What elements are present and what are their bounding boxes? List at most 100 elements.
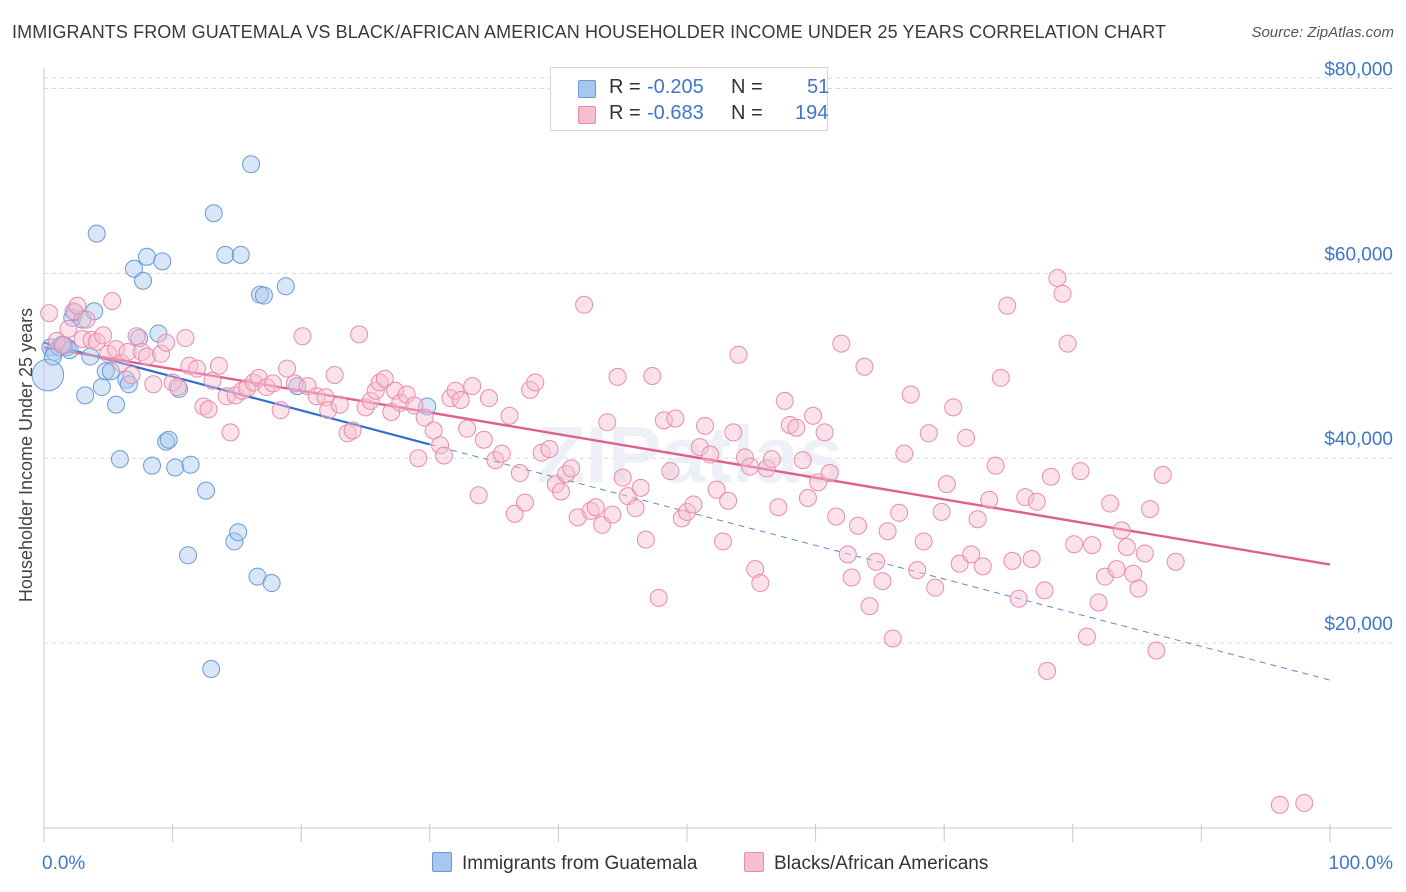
black-african-american-point bbox=[557, 464, 576, 483]
black-african-american-point bbox=[762, 450, 781, 469]
black-african-american-point bbox=[729, 345, 748, 364]
axis-labels: $20,000 $40,000 $60,000 $80,000 0.0% 100.0% Ho… bbox=[16, 59, 1393, 874]
guatemala-point bbox=[134, 271, 153, 290]
black-african-american-point bbox=[787, 418, 806, 437]
black-african-american-point bbox=[980, 490, 999, 509]
black-african-american-point bbox=[735, 448, 754, 467]
black-african-american-point bbox=[932, 502, 951, 521]
black-african-american-point bbox=[540, 440, 559, 458]
black-african-american-point bbox=[666, 409, 685, 428]
black-african-american-point bbox=[375, 369, 394, 388]
black-african-american-point bbox=[798, 488, 817, 507]
black-african-american-point bbox=[575, 295, 594, 314]
black-african-american-point bbox=[878, 522, 897, 541]
black-african-american-point bbox=[1083, 536, 1102, 555]
guatemala-point bbox=[276, 277, 295, 296]
legend-row-pink: R = -0.683 N = 194 bbox=[551, 102, 828, 128]
guatemala-point bbox=[153, 252, 172, 271]
black-african-american-point bbox=[914, 532, 933, 551]
black-african-american-point bbox=[690, 438, 709, 457]
black-african-american-point bbox=[873, 572, 892, 591]
black-african-american-point bbox=[307, 387, 326, 406]
black-african-american-point bbox=[103, 292, 122, 311]
guatemala-point bbox=[137, 247, 156, 266]
black-african-american-point bbox=[849, 516, 868, 535]
blue-legend-label: Immigrants from Guatemala bbox=[462, 853, 698, 874]
guatemala-point bbox=[242, 155, 261, 174]
black-african-american-point bbox=[409, 449, 428, 468]
black-african-american-point bbox=[319, 401, 338, 420]
black-african-american-point bbox=[176, 329, 195, 348]
black-african-american-point bbox=[474, 430, 493, 449]
black-african-american-point bbox=[510, 464, 529, 483]
black-african-american-point bbox=[649, 588, 668, 607]
black-african-american-point bbox=[1117, 537, 1136, 556]
black-african-american-point bbox=[47, 331, 66, 350]
legend-blue-r: -0.205 bbox=[647, 76, 704, 98]
black-african-american-point bbox=[298, 377, 317, 396]
black-african-american-point bbox=[382, 403, 401, 422]
black-african-american-point bbox=[838, 545, 857, 564]
black-african-american-point bbox=[209, 356, 228, 375]
guatemala-point bbox=[254, 286, 273, 305]
black-african-american-point bbox=[581, 501, 600, 520]
black-african-american-point bbox=[278, 359, 297, 378]
y-axis-title: Householder Income Under 25 years bbox=[16, 308, 36, 602]
black-african-american-point bbox=[226, 386, 245, 405]
legend-blue-n: 51 bbox=[807, 76, 830, 98]
black-african-american-point bbox=[551, 482, 570, 501]
black-african-american-point bbox=[701, 445, 720, 464]
black-african-american-point bbox=[603, 505, 622, 524]
guatemala-point bbox=[181, 455, 200, 474]
black-african-american-point bbox=[1053, 284, 1072, 303]
data-points bbox=[31, 155, 1314, 814]
black-african-american-point bbox=[1089, 593, 1108, 612]
legend-n-label: N = bbox=[731, 102, 763, 124]
black-african-american-point bbox=[832, 334, 851, 353]
black-african-american-point bbox=[112, 354, 131, 373]
black-african-american-point bbox=[820, 464, 839, 483]
guatemala-point bbox=[179, 546, 198, 565]
legend-r-label: R = bbox=[609, 102, 641, 124]
black-african-american-point bbox=[107, 340, 126, 359]
black-african-american-point bbox=[1112, 521, 1131, 540]
black-african-american-point bbox=[343, 421, 362, 440]
black-african-american-point bbox=[855, 357, 874, 376]
black-african-american-point bbox=[434, 446, 453, 465]
black-african-american-point bbox=[793, 451, 812, 470]
guatemala-point bbox=[204, 204, 223, 223]
legend-row-blue: R = -0.205 N = 51 bbox=[551, 76, 830, 102]
legend-pink-r: -0.683 bbox=[647, 102, 704, 124]
black-african-american-point bbox=[350, 325, 369, 344]
black-african-american-point bbox=[405, 396, 424, 415]
black-african-american-point bbox=[463, 377, 482, 396]
guatemala-point bbox=[53, 335, 72, 354]
black-african-american-point bbox=[338, 424, 357, 443]
y-tick-label: $60,000 bbox=[1324, 244, 1393, 265]
black-african-american-point bbox=[1095, 567, 1114, 586]
black-african-american-point bbox=[479, 389, 498, 408]
black-african-american-point bbox=[746, 560, 765, 579]
source-label: Source: ZipAtlas.com bbox=[1251, 24, 1394, 41]
black-african-american-point bbox=[626, 499, 645, 518]
black-african-american-point bbox=[654, 411, 673, 430]
guatemala-point bbox=[92, 378, 111, 397]
guatemala-point bbox=[143, 456, 162, 475]
black-african-american-point bbox=[415, 408, 434, 427]
black-african-american-point bbox=[168, 378, 187, 397]
black-african-american-point bbox=[144, 375, 163, 394]
black-african-american-point bbox=[446, 381, 465, 400]
black-african-american-point bbox=[526, 373, 545, 392]
black-african-american-point bbox=[94, 326, 113, 345]
black-african-american-point bbox=[827, 507, 846, 526]
black-african-american-point bbox=[919, 424, 938, 443]
guatemala-point bbox=[110, 450, 129, 469]
black-african-american-point bbox=[719, 491, 738, 510]
black-african-american-point bbox=[757, 459, 776, 478]
black-african-american-point bbox=[968, 510, 987, 529]
guatemala-point bbox=[149, 324, 168, 343]
black-african-american-point bbox=[77, 310, 96, 329]
black-african-american-point bbox=[986, 456, 1005, 475]
guatemala-point bbox=[96, 362, 115, 381]
black-african-american-point bbox=[636, 530, 655, 549]
